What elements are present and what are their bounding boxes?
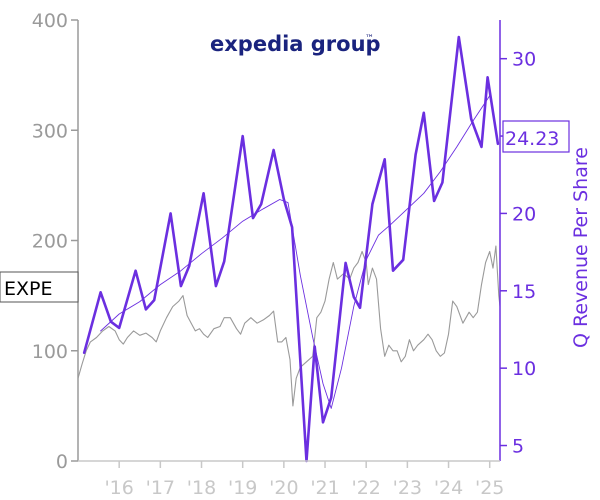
left-axis-tick-label: 400 xyxy=(32,10,68,32)
x-axis-tick-label: '18 xyxy=(187,477,216,499)
ticker-badge-box xyxy=(0,271,79,303)
x-axis-tick-label: '16 xyxy=(104,477,133,499)
right-axis-label: Q Revenue Per Share xyxy=(570,147,592,348)
last-value-badge: 24.23 xyxy=(502,120,570,153)
right-axis-tick-label: 20 xyxy=(512,203,536,225)
logo-text: expedia group xyxy=(210,32,381,56)
revenue-series-line xyxy=(82,35,500,463)
right-axis-tick-label: 15 xyxy=(512,281,536,303)
axes-layer: 0 100 200 300 400 5 10 15 20 30 '16 '17 '18 '19 '20 '21… xyxy=(32,10,536,499)
price-series-line xyxy=(77,245,501,407)
x-axis-tick-label: '24 xyxy=(434,477,463,499)
x-axis-tick-label: '23 xyxy=(393,477,422,499)
ticker-label: EXPE xyxy=(4,278,52,300)
right-axis-tick-label: 5 xyxy=(512,436,524,458)
x-axis-tick-label: '22 xyxy=(351,477,380,499)
right-axis-tick-label: 10 xyxy=(512,358,536,380)
left-axis-tick-label: 0 xyxy=(56,451,68,473)
left-axis-tick-label: 200 xyxy=(32,231,68,253)
expedia-group-logo: expedia group ™ xyxy=(210,32,381,56)
trend-series-line xyxy=(100,95,491,409)
x-axis-tick-label: '17 xyxy=(146,477,175,499)
series-layer xyxy=(77,35,501,463)
x-axis-tick-label: '21 xyxy=(310,477,339,499)
last-value-box xyxy=(502,120,570,153)
left-axis-tick-label: 100 xyxy=(32,341,68,363)
last-value-label: 24.23 xyxy=(505,128,559,150)
x-axis-tick-label: '19 xyxy=(228,477,257,499)
x-axis-tick-label: '20 xyxy=(269,477,298,499)
logo-trademark: ™ xyxy=(365,34,374,44)
ticker-badge: EXPE xyxy=(0,271,79,303)
right-axis-tick-label: 30 xyxy=(512,49,536,71)
left-axis-tick-label: 300 xyxy=(32,120,68,142)
x-axis-tick-label: '25 xyxy=(475,477,504,499)
